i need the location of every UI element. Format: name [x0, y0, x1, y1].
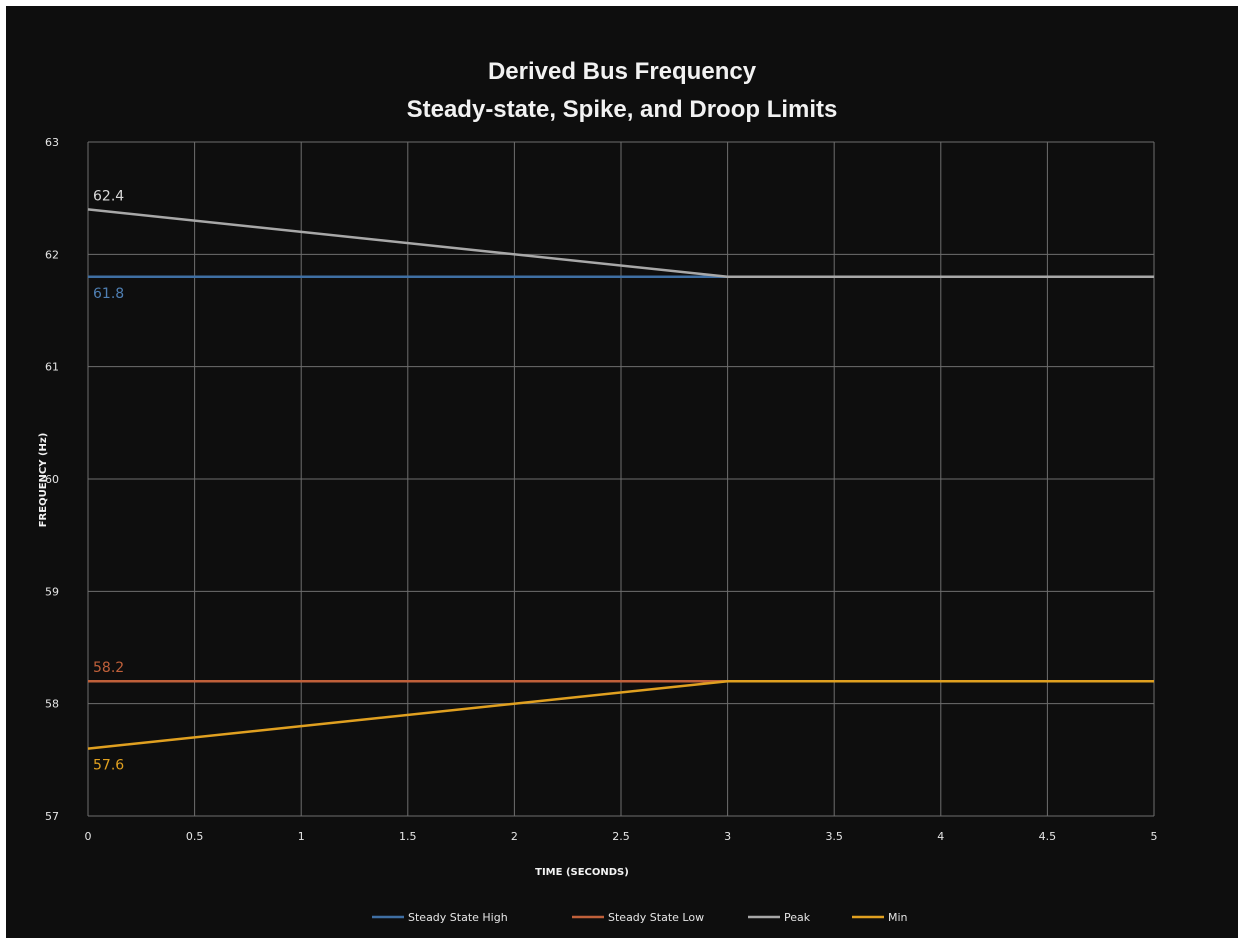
chart-title-line-1: Derived Bus Frequency: [488, 58, 757, 85]
data-label: 58.2: [93, 660, 124, 676]
data-labels: 62.4 61.8 58.2 57.6: [93, 188, 124, 773]
x-tick-label: 0: [85, 830, 92, 843]
y-tick-label: 63: [45, 136, 59, 149]
series-line-peak: [87, 208, 1154, 279]
y-tick-label: 62: [45, 248, 59, 261]
y-tick-label: 61: [45, 361, 59, 374]
chart-frame: Derived Bus Frequency Steady-state, Spik…: [6, 6, 1238, 938]
y-tick-label: 58: [45, 698, 59, 711]
series-lines: [87, 208, 1154, 750]
legend-label: Peak: [784, 911, 811, 924]
x-tick-label: 4: [937, 830, 944, 843]
data-label: 57.6: [93, 758, 124, 774]
legend: Steady State High Steady State Low Peak Min: [372, 911, 908, 924]
x-tick-labels: 0 0.5 1 1.5 2 2.5 3 3.5 4 4.5 5: [85, 830, 1158, 843]
y-tick-label: 60: [45, 473, 59, 486]
x-tick-label: 2.5: [612, 830, 630, 843]
series-line-min: [87, 679, 1154, 750]
legend-label: Steady State Low: [608, 911, 704, 924]
grid-lines: [87, 141, 1155, 817]
chart-svg: Derived Bus Frequency Steady-state, Spik…: [38, 58, 1158, 924]
data-label: 61.8: [93, 286, 124, 302]
x-tick-label: 5: [1151, 830, 1158, 843]
y-tick-label: 59: [45, 585, 59, 598]
legend-label: Min: [888, 911, 908, 924]
x-axis-title: TIME (SECONDS): [535, 867, 629, 878]
x-tick-label: 1.5: [399, 830, 417, 843]
x-tick-label: 0.5: [186, 830, 204, 843]
y-axis-title: FREQUENCY (Hz): [38, 433, 49, 528]
x-tick-label: 1: [298, 830, 305, 843]
x-tick-label: 3.5: [825, 830, 843, 843]
x-tick-label: 3: [724, 830, 731, 843]
chart-title-line-2: Steady-state, Spike, and Droop Limits: [407, 96, 838, 123]
x-tick-label: 2: [511, 830, 518, 843]
legend-label: Steady State High: [408, 911, 508, 924]
data-label: 62.4: [93, 188, 124, 204]
y-tick-label: 57: [45, 810, 59, 823]
y-tick-labels: 57 58 59 60 61 62 63: [45, 136, 59, 823]
x-tick-label: 4.5: [1039, 830, 1057, 843]
